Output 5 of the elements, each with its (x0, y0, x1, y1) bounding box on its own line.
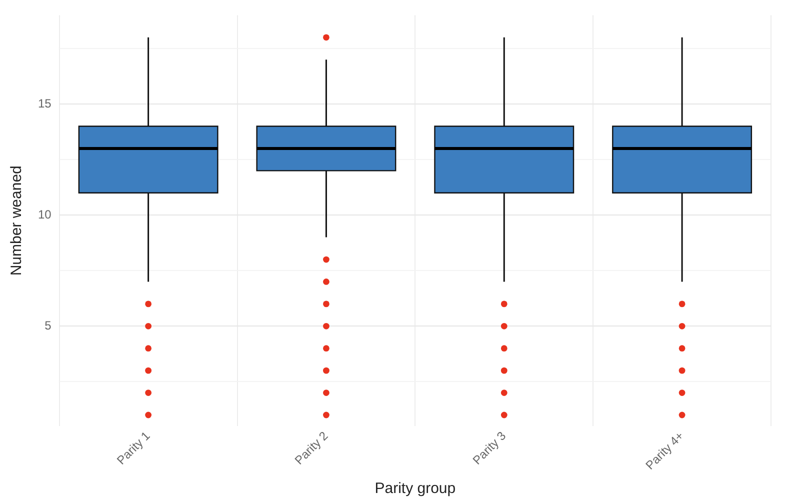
y-tick-label: 5 (44, 318, 52, 332)
x-axis-title: Parity group (374, 480, 456, 498)
y-tick-label: 10 (38, 207, 52, 222)
y-tick-label: 15 (38, 96, 52, 110)
y-axis-title: Number weaned (8, 166, 26, 276)
